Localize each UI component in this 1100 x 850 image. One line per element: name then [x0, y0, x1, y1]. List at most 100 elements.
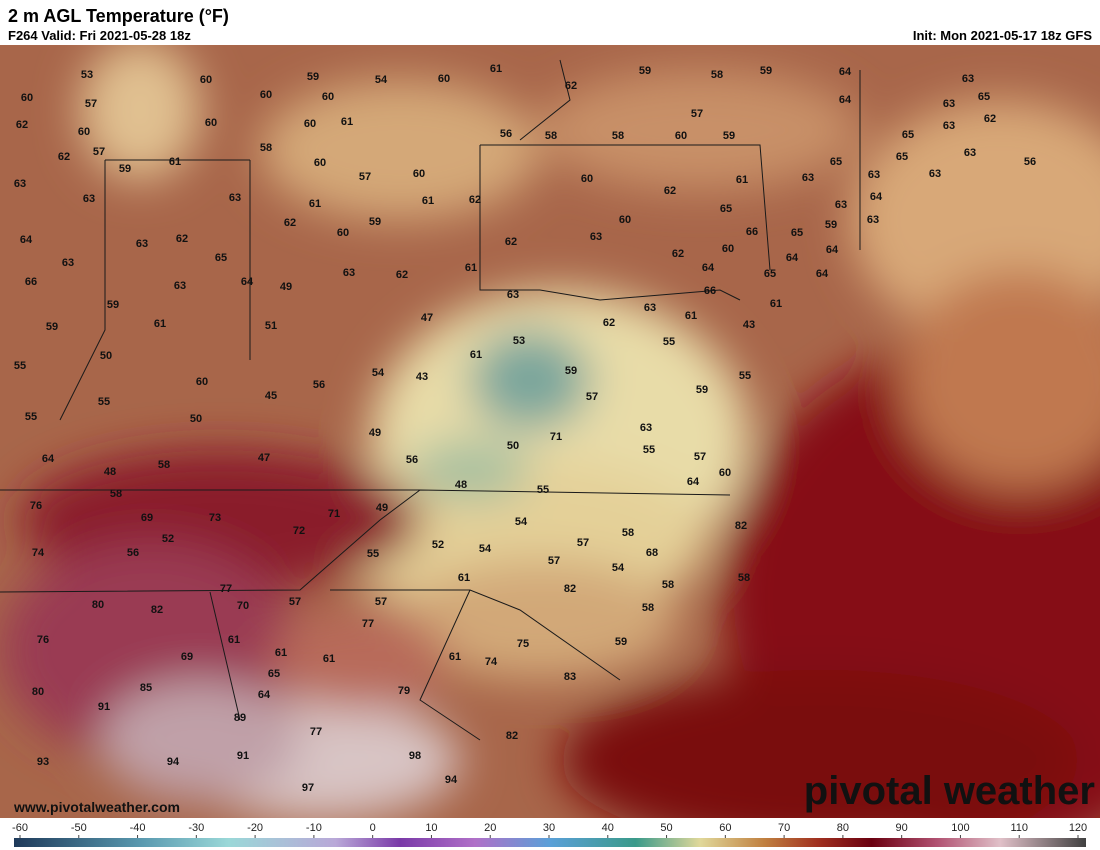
colorbar-tick-label: 50 [660, 822, 672, 834]
station-value: 60 [675, 130, 687, 142]
station-value: 62 [58, 151, 70, 163]
station-value: 51 [265, 320, 277, 332]
station-value: 53 [81, 69, 93, 81]
station-value: 64 [687, 476, 700, 488]
station-value: 63 [929, 168, 941, 180]
station-value: 55 [663, 336, 675, 348]
station-value: 56 [406, 454, 418, 466]
colorbar-tick-label: 90 [896, 822, 908, 834]
station-value: 65 [215, 252, 227, 264]
station-value: 59 [760, 65, 772, 77]
station-value: 58 [545, 130, 557, 142]
colorbar-tick-label: 120 [1069, 822, 1087, 834]
station-value: 94 [445, 774, 458, 786]
station-value: 60 [581, 173, 593, 185]
station-value: 64 [702, 262, 715, 274]
station-value: 61 [685, 310, 697, 322]
station-value: 77 [362, 618, 374, 630]
station-value: 53 [513, 335, 525, 347]
station-value: 57 [548, 555, 560, 567]
station-value: 65 [791, 227, 803, 239]
station-value: 68 [646, 547, 658, 559]
station-value: 55 [643, 444, 655, 456]
station-value: 82 [735, 520, 747, 532]
station-value: 43 [743, 319, 755, 331]
station-value: 64 [20, 234, 33, 246]
station-value: 98 [409, 750, 421, 762]
station-value: 55 [98, 396, 110, 408]
station-value: 75 [517, 638, 529, 650]
station-value: 48 [455, 479, 467, 491]
station-value: 49 [376, 502, 388, 514]
station-value: 58 [662, 579, 674, 591]
station-value: 97 [302, 782, 314, 794]
station-value: 61 [465, 262, 477, 274]
station-value: 59 [565, 365, 577, 377]
station-value: 65 [830, 156, 842, 168]
colorbar-tick-label: 70 [778, 822, 790, 834]
station-value: 83 [564, 671, 576, 683]
station-value: 57 [694, 451, 706, 463]
station-value: 56 [1024, 156, 1036, 168]
station-value: 82 [151, 604, 163, 616]
map-shading [0, 45, 1100, 818]
station-value: 62 [664, 185, 676, 197]
station-value: 61 [490, 63, 502, 75]
station-value: 61 [275, 647, 287, 659]
station-value: 82 [564, 583, 576, 595]
station-value: 61 [323, 653, 335, 665]
station-value: 77 [310, 726, 322, 738]
colorbar-tick-label: 0 [370, 822, 376, 834]
station-value: 64 [258, 689, 271, 701]
station-value: 54 [372, 367, 385, 379]
brand-watermark: pivotal weather [804, 769, 1095, 813]
station-value: 61 [228, 634, 240, 646]
station-value: 60 [260, 89, 272, 101]
station-value: 80 [92, 599, 104, 611]
colorbar-tick-label: -10 [306, 822, 322, 834]
station-value: 58 [738, 572, 750, 584]
station-value: 59 [639, 65, 651, 77]
station-value: 64 [786, 252, 799, 264]
station-value: 63 [229, 192, 241, 204]
station-value: 61 [458, 572, 470, 584]
colorbar-tick-label: -20 [247, 822, 263, 834]
station-value: 64 [839, 66, 852, 78]
station-value: 61 [154, 318, 166, 330]
station-value: 43 [416, 371, 428, 383]
colorbar-tick-label: 40 [602, 822, 614, 834]
station-value: 56 [500, 128, 512, 140]
station-value: 59 [615, 636, 627, 648]
colorbar-tick-label: 100 [951, 822, 969, 834]
station-value: 63 [507, 289, 519, 301]
station-value: 63 [644, 302, 656, 314]
station-value: 74 [485, 656, 498, 668]
station-value: 89 [234, 712, 246, 724]
station-value: 60 [200, 74, 212, 86]
site-url: www.pivotalweather.com [13, 799, 180, 815]
station-value: 63 [943, 98, 955, 110]
station-value: 59 [369, 216, 381, 228]
station-value: 63 [62, 257, 74, 269]
station-value: 63 [343, 267, 355, 279]
station-value: 59 [107, 299, 119, 311]
station-value: 93 [37, 756, 49, 768]
station-value: 60 [78, 126, 90, 138]
station-value: 57 [586, 391, 598, 403]
station-value: 48 [104, 466, 116, 478]
station-value: 60 [438, 73, 450, 85]
station-value: 69 [141, 512, 153, 524]
colorbar-ticks: -60 -50 -40 -30 -20 -10 0 10 20 30 40 50 60 70 80 90 100… [12, 822, 1087, 838]
station-value: 65 [764, 268, 776, 280]
station-value: 58 [260, 142, 272, 154]
station-value: 62 [284, 217, 296, 229]
station-value: 91 [98, 701, 110, 713]
station-value: 60 [196, 376, 208, 388]
station-value: 63 [590, 231, 602, 243]
station-value: 60 [322, 91, 334, 103]
station-value: 54 [612, 562, 625, 574]
station-value: 45 [265, 390, 277, 402]
station-value: 60 [205, 117, 217, 129]
station-value: 69 [181, 651, 193, 663]
station-value: 55 [14, 360, 26, 372]
